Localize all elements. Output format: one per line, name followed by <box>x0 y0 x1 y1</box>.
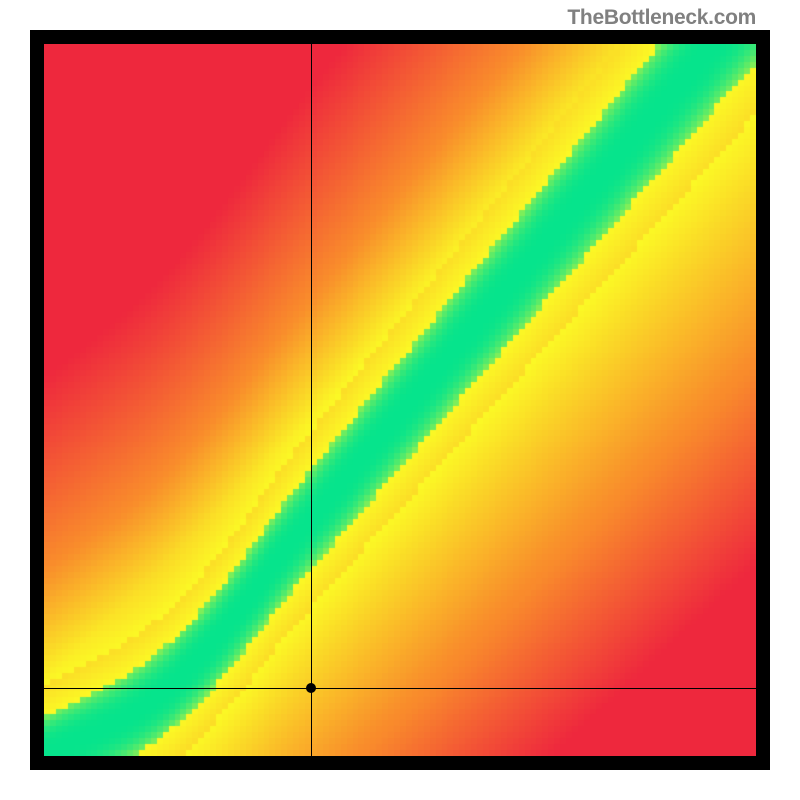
bottleneck-heatmap <box>44 44 756 756</box>
crosshair-horizontal <box>44 688 756 689</box>
watermark-text: TheBottleneck.com <box>567 6 756 30</box>
crosshair-marker <box>306 683 316 693</box>
crosshair-vertical <box>311 44 312 756</box>
chart-container: TheBottleneck.com <box>0 0 800 800</box>
